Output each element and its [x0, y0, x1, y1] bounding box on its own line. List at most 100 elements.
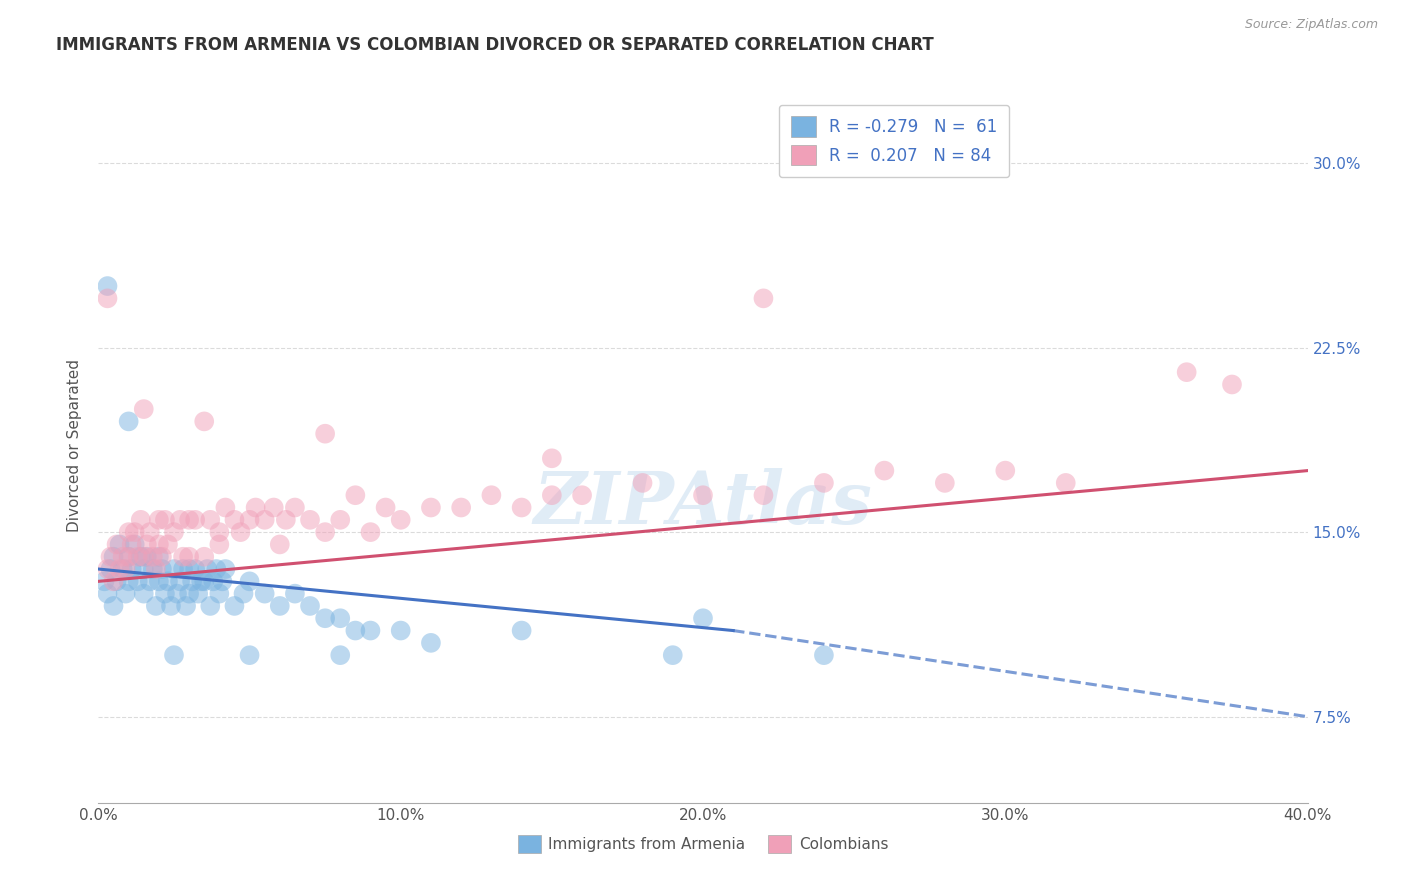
Point — [145, 599, 167, 613]
Point — [481, 488, 503, 502]
Point — [193, 574, 215, 589]
Point — [148, 574, 170, 589]
Point — [100, 549, 122, 564]
Point — [184, 513, 207, 527]
Point — [160, 599, 183, 613]
Point — [118, 574, 141, 589]
Point — [200, 513, 222, 527]
Point — [108, 562, 131, 576]
Point — [208, 537, 231, 551]
Point — [118, 549, 141, 564]
Point — [229, 525, 252, 540]
Point — [103, 549, 125, 564]
Point — [661, 648, 683, 662]
Point — [153, 513, 176, 527]
Point — [93, 574, 115, 589]
Point — [329, 513, 352, 527]
Point — [994, 464, 1017, 478]
Point — [132, 549, 155, 564]
Text: IMMIGRANTS FROM ARMENIA VS COLOMBIAN DIVORCED OR SEPARATED CORRELATION CHART: IMMIGRANTS FROM ARMENIA VS COLOMBIAN DIV… — [56, 36, 934, 54]
Point — [540, 488, 562, 502]
Point — [692, 611, 714, 625]
Point — [96, 587, 118, 601]
Point — [813, 475, 835, 490]
Point — [263, 500, 285, 515]
Point — [187, 587, 209, 601]
Point — [118, 525, 141, 540]
Point — [132, 402, 155, 417]
Point — [169, 574, 191, 589]
Point — [934, 475, 956, 490]
Point — [127, 574, 149, 589]
Point — [96, 291, 118, 305]
Point — [214, 500, 236, 515]
Point — [184, 562, 207, 576]
Point — [181, 574, 204, 589]
Point — [245, 500, 267, 515]
Point — [1220, 377, 1243, 392]
Point — [450, 500, 472, 515]
Point — [118, 549, 141, 564]
Point — [96, 279, 118, 293]
Point — [103, 574, 125, 589]
Point — [166, 587, 188, 601]
Point — [329, 611, 352, 625]
Point — [284, 587, 307, 601]
Point — [205, 562, 228, 576]
Point — [389, 624, 412, 638]
Point — [172, 549, 194, 564]
Point — [111, 549, 134, 564]
Point — [239, 574, 262, 589]
Point — [190, 574, 212, 589]
Point — [200, 599, 222, 613]
Point — [389, 513, 412, 527]
Point — [124, 525, 146, 540]
Point — [139, 525, 162, 540]
Point — [148, 549, 170, 564]
Point — [132, 562, 155, 576]
Point — [163, 562, 186, 576]
Point — [100, 562, 122, 576]
Point — [540, 451, 562, 466]
Point — [239, 513, 262, 527]
Point — [195, 562, 218, 576]
Point — [108, 537, 131, 551]
Point — [253, 587, 276, 601]
Point — [571, 488, 593, 502]
Point — [1175, 365, 1198, 379]
Point — [103, 599, 125, 613]
Point — [145, 562, 167, 576]
Point — [179, 549, 201, 564]
Point — [314, 426, 336, 441]
Point — [114, 562, 136, 576]
Point — [813, 648, 835, 662]
Point — [752, 291, 775, 305]
Point — [208, 587, 231, 601]
Point — [269, 599, 291, 613]
Point — [153, 587, 176, 601]
Point — [179, 587, 201, 601]
Point — [124, 537, 146, 551]
Point — [148, 537, 170, 551]
Point — [129, 513, 152, 527]
Point — [253, 513, 276, 527]
Point — [360, 624, 382, 638]
Point — [510, 500, 533, 515]
Point — [314, 525, 336, 540]
Point — [105, 574, 128, 589]
Point — [232, 587, 254, 601]
Point — [208, 525, 231, 540]
Point — [1054, 475, 1077, 490]
Point — [142, 549, 165, 564]
Point — [111, 562, 134, 576]
Point — [274, 513, 297, 527]
Point — [132, 587, 155, 601]
Point — [299, 599, 322, 613]
Point — [420, 500, 443, 515]
Point — [692, 488, 714, 502]
Point — [148, 513, 170, 527]
Point — [631, 475, 654, 490]
Point — [156, 537, 179, 551]
Point — [284, 500, 307, 515]
Point — [344, 488, 367, 502]
